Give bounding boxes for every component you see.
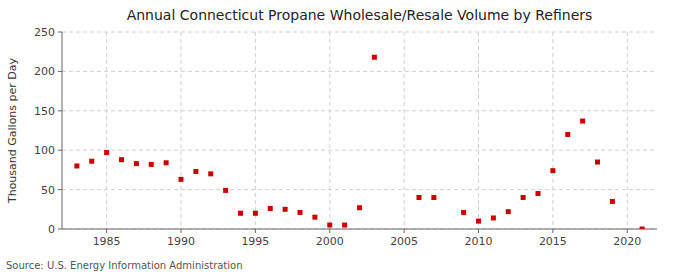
point (357, 205, 362, 210)
point (298, 210, 303, 215)
x-tick-label: 1985 (93, 235, 121, 248)
point (312, 215, 317, 220)
point (580, 119, 585, 124)
x-axis-line (62, 229, 657, 230)
y-grid-line (62, 229, 657, 230)
point (565, 132, 570, 137)
point (550, 168, 555, 173)
point (238, 211, 243, 216)
x-grid-line (404, 32, 405, 229)
x-grid-line (552, 32, 553, 229)
y-grid-line (62, 32, 657, 33)
point (640, 227, 645, 230)
x-tick (552, 229, 553, 233)
x-grid-line (627, 32, 628, 229)
point (223, 188, 228, 193)
y-tick (58, 71, 62, 72)
y-tick (58, 189, 62, 190)
y-tick-label: 0 (48, 223, 55, 236)
point (253, 211, 258, 216)
point (149, 162, 154, 167)
chart-svg: Annual Connecticut Propane Wholesale/Res… (0, 0, 675, 275)
chart-container: Annual Connecticut Propane Wholesale/Res… (0, 0, 675, 275)
x-tick (404, 229, 405, 233)
y-axis-line (62, 32, 63, 229)
x-grid-line (255, 32, 256, 229)
chart-title: Annual Connecticut Propane Wholesale/Res… (127, 7, 593, 23)
point (327, 223, 332, 228)
axes: 0 50 100 150 200 250 1985 1990 1995 2000 2005 2010 2… (34, 26, 657, 248)
y-tick-label: 250 (34, 26, 55, 39)
y-tick-label: 200 (34, 65, 55, 78)
point (119, 157, 124, 162)
y-tick (58, 110, 62, 111)
point (536, 191, 541, 196)
point (342, 223, 347, 228)
y-tick-label: 50 (41, 184, 55, 197)
point (104, 150, 109, 155)
x-tick (329, 229, 330, 233)
point (610, 199, 615, 204)
x-grid-line (106, 32, 107, 229)
x-tick (106, 229, 107, 233)
point (179, 177, 184, 182)
point (506, 209, 511, 214)
y-grid-line (62, 150, 657, 151)
point (417, 195, 422, 200)
point (268, 206, 273, 211)
points (74, 55, 644, 229)
grid (62, 32, 657, 229)
x-tick-label: 2010 (465, 235, 493, 248)
x-tick (181, 229, 182, 233)
x-grid-line (478, 32, 479, 229)
x-grid-line (329, 32, 330, 229)
x-tick-label: 2015 (539, 235, 567, 248)
point (134, 161, 139, 166)
y-axis-label: Thousand Gallons per Day (6, 57, 19, 204)
y-tick (58, 229, 62, 230)
source-note: Source: U.S. Energy Information Administ… (6, 260, 243, 271)
point (461, 210, 466, 215)
point (283, 207, 288, 212)
y-grid-line (62, 71, 657, 72)
y-tick-label: 150 (34, 105, 55, 118)
x-tick (627, 229, 628, 233)
y-grid-line (62, 110, 657, 111)
x-tick-label: 1990 (167, 235, 195, 248)
point (372, 55, 377, 60)
y-tick (58, 32, 62, 33)
x-tick (255, 229, 256, 233)
point (193, 169, 198, 174)
x-tick-label: 2000 (316, 235, 344, 248)
x-tick (478, 229, 479, 233)
point (208, 171, 213, 176)
x-tick-label: 2005 (390, 235, 418, 248)
point (595, 160, 600, 165)
x-grid-line (181, 32, 182, 229)
point (521, 195, 526, 200)
x-tick-label: 2020 (613, 235, 641, 248)
y-tick (58, 150, 62, 151)
point (476, 219, 481, 224)
point (431, 195, 436, 200)
x-tick-label: 1995 (241, 235, 269, 248)
point (74, 163, 79, 168)
point (491, 215, 496, 220)
point (164, 160, 169, 165)
point (89, 159, 94, 164)
y-grid-line (62, 189, 657, 190)
y-tick-label: 100 (34, 144, 55, 157)
